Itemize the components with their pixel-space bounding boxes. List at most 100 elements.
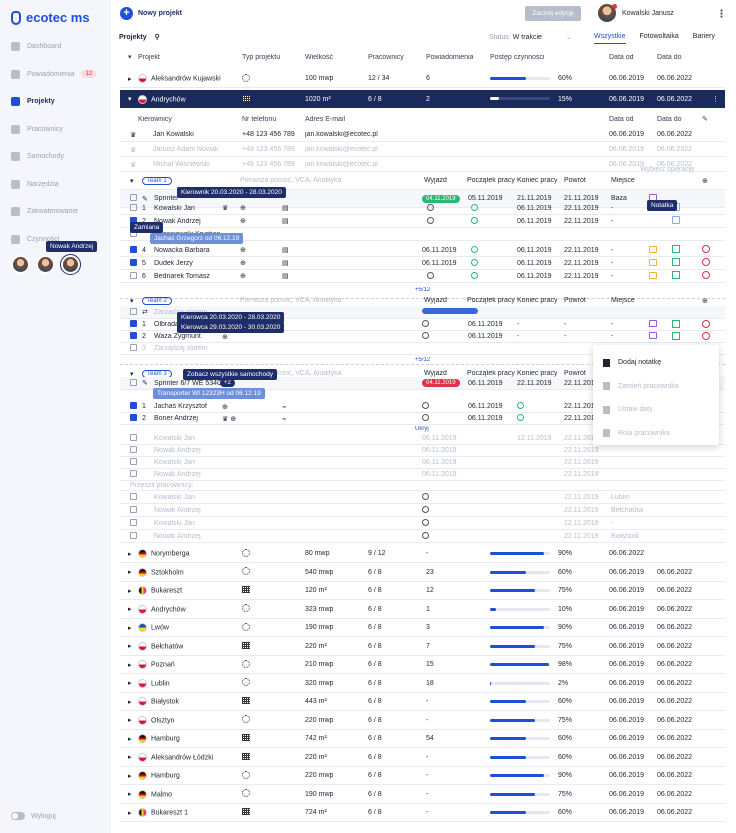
expand-chevron-icon[interactable]: ▸ — [128, 735, 132, 743]
worker-row[interactable]: Nowak Andrzej 22.11.2019 Bełchatów — [120, 504, 725, 517]
worker-name[interactable]: Waza Zygmunt — [154, 333, 201, 340]
worker-name[interactable]: Kowalski Jan — [154, 459, 195, 466]
checkbox[interactable] — [130, 402, 137, 411]
project-row[interactable]: ▸ Aleksandrów Łódzki 220 m² 6 / 8 - 60% 06.06.… — [120, 749, 725, 767]
vehicle-name[interactable]: Sprinter 6/7 WE 534CV — [154, 379, 227, 387]
expand-chevron-icon[interactable]: ▸ — [128, 809, 132, 817]
checkbox[interactable] — [130, 332, 137, 341]
checkbox[interactable] — [130, 271, 137, 281]
add-note-item[interactable]: Dodaj notatkę — [603, 351, 709, 375]
expand-chevron-icon[interactable]: ▸ — [128, 587, 132, 595]
checkbox[interactable] — [130, 505, 137, 515]
project-row[interactable]: ▾ Andrychów 1020 m² 6 / 8 2 15% 06.06.2019 06.0… — [120, 90, 725, 108]
expand-chevron-icon[interactable]: ▸ — [128, 680, 132, 687]
checkbox[interactable] — [130, 194, 137, 203]
checkbox[interactable] — [130, 531, 137, 541]
edit-icon[interactable]: ✎ — [142, 195, 148, 203]
expand-chevron-icon[interactable]: ▸ — [128, 606, 132, 613]
tab-all[interactable]: Wszystkie — [594, 33, 626, 44]
team-badge[interactable]: Team 2 — [142, 296, 172, 305]
expand-chevron-icon[interactable]: ▸ — [128, 791, 132, 798]
worker-name[interactable]: Nowak Andrzej — [154, 447, 201, 454]
worker-row[interactable]: Kowalski Jan 06.11.2019 22.11.2019 — [120, 457, 725, 469]
checkbox[interactable] — [130, 307, 137, 317]
worker-name[interactable]: Kowalski Jan — [154, 435, 195, 442]
team-toggle[interactable]: ▾ — [130, 297, 134, 305]
expand-chevron-icon[interactable]: ▾ — [128, 96, 132, 103]
sidebar-item-accommodation[interactable]: Zakwaterowanie — [11, 198, 111, 226]
worker-name[interactable]: Nowak Andrzej — [154, 532, 201, 540]
sidebar-item-projects[interactable]: Projekty — [11, 88, 111, 116]
worker-name[interactable]: Boner Andrzej — [154, 415, 198, 422]
project-row[interactable]: ▸ Lwów 190 mwp 6 / 8 3 90% 06.06.2019 06.06.202… — [120, 619, 725, 637]
worker-name[interactable]: Nowak Andrzej — [154, 471, 201, 478]
worker-name[interactable]: Bednarek Tomasz — [154, 272, 210, 280]
sidebar-item-activities[interactable]: Czynności — [11, 226, 111, 254]
skills-input[interactable]: Pierwsza pomoc, VCA, Analityka — [240, 177, 342, 184]
project-name[interactable]: Hamburg — [138, 771, 180, 780]
more-cars-badge[interactable]: +2 — [220, 379, 235, 387]
expand-chevron-icon[interactable]: ▸ — [128, 754, 132, 761]
expand-chevron-icon[interactable]: ▸ — [128, 624, 132, 632]
app-logo[interactable]: ecotec ms — [11, 10, 90, 25]
new-project-button[interactable]: + Nowy projekt — [120, 7, 182, 20]
worker-row[interactable]: 6 Bednarek Tomasz ⊕ ▤ 06.11.2019 22.11.2019 - — [120, 270, 725, 283]
expand-chevron-icon[interactable]: ▸ — [128, 569, 132, 576]
project-name[interactable]: Olsztyn — [138, 715, 174, 725]
project-name[interactable]: Hamburg — [138, 734, 180, 743]
worker-row[interactable]: Kowalski Jan 22.11.2019 Lublin — [120, 491, 725, 504]
expand-chevron-icon[interactable]: ▸ — [128, 643, 132, 650]
start-edit-button[interactable]: Zacznij edycję — [525, 6, 581, 21]
operation-row[interactable]: Wybierz operację — [120, 160, 725, 178]
sidebar-item-cars[interactable]: Samochody — [11, 143, 111, 171]
checkbox[interactable] — [130, 245, 137, 255]
worker-name[interactable]: Kowalski Jan — [154, 493, 195, 501]
project-row[interactable]: ▸ Bukareszt 1 724 m² 6 / 8 - 60% 06.06.2019 06.… — [120, 804, 725, 822]
project-row[interactable]: ▸ Aleksandrów Kujawski 100 mwp 12 / 34 6 60% 0… — [120, 70, 725, 88]
user-menu[interactable]: Kowalski Janusz — [598, 4, 674, 22]
slot-row[interactable]: 3 Zarządzaj slotem — [120, 343, 725, 355]
worker-name[interactable]: Nowak Andrzej — [154, 506, 201, 514]
vehicle-name[interactable]: Sprinter — [154, 195, 179, 202]
checkbox[interactable] — [130, 320, 137, 329]
checkbox[interactable] — [130, 414, 137, 423]
checkbox[interactable] — [130, 518, 137, 528]
expand-chevron-icon[interactable]: ▸ — [128, 661, 132, 669]
team-header[interactable]: ▾ Team 1 Pierwsza pomoc, VCA, Analityka Wyj… — [120, 172, 725, 190]
worker-name[interactable]: Nowak Andrzej — [154, 217, 201, 225]
worker-name[interactable]: Kowalski Jan — [154, 204, 195, 212]
expand-chevron-icon[interactable]: ▸ — [128, 75, 132, 83]
project-name[interactable]: Lwów — [138, 623, 169, 632]
sidebar-item-notifications[interactable]: Powiadomienia 12 — [11, 61, 111, 89]
project-row[interactable]: ▸ Bukareszt 120 m² 6 / 8 12 75% 06.06.2019 06.0… — [120, 582, 725, 600]
worker-row[interactable]: 2 Nowak Andrzej ⊕ ▤ 06.11.2019 22.11.2019 - — [120, 215, 725, 228]
checkbox[interactable] — [130, 203, 137, 213]
managers-header[interactable]: Kierownicy Nr telefonu Adres E-mail Data od… — [120, 110, 725, 128]
table-header[interactable]: Projekt Typ projektu Wielkość Pracownicy Pow… — [120, 48, 725, 66]
project-row[interactable]: ▸ Bełchatów 220 m² 6 / 8 7 75% 06.06.2019 06.06… — [120, 638, 725, 656]
vehicle-row[interactable]: ✎ Sprinter 6/7 WE 534CV +2 04.11.2019 06.11.… — [120, 377, 725, 390]
worker-row[interactable]: 1 Jachaś Krzysztof ⊕ ⌁ 06.11.2019 22.11.2019 — [120, 401, 725, 413]
search-icon[interactable]: ⚲ — [154, 34, 160, 41]
expand-chevron-icon[interactable]: ▸ — [128, 698, 132, 706]
worker-name[interactable]: Jachaś Krzysztof — [154, 403, 207, 410]
worker-row[interactable]: 2 Waza Zygmunt ⊕ 06.11.2019 - - - — [120, 331, 725, 343]
more-workers-link[interactable]: +5/12 — [415, 356, 431, 363]
more-row[interactable]: +5/12 — [120, 281, 725, 299]
checkbox[interactable] — [130, 258, 137, 268]
project-row[interactable]: ▸ Olsztyn 220 mwp 6 / 8 - 75% 06.06.2019 06.06.… — [120, 712, 725, 730]
checkbox[interactable] — [130, 446, 137, 455]
edit-icon[interactable]: ✎ — [142, 380, 148, 387]
project-row[interactable]: ▸ Lublin 320 mwp 6 / 8 18 2% 06.06.2019 06.06.2… — [120, 675, 725, 693]
worker-row[interactable]: 1 Kowalski Jan ♛ ⊕ ▤ 06.11.2019 22.11.2019 - — [120, 202, 725, 215]
sidebar-item-dashboard[interactable]: Dashboard — [11, 33, 111, 61]
project-row[interactable]: ▸ Hamburg 220 mwp 6 / 8 - 90% 06.06.2019 06.06.… — [120, 767, 725, 785]
project-name[interactable]: Bukareszt — [138, 586, 182, 595]
status-select[interactable]: Status: W trakcie ⌄ — [489, 33, 572, 41]
worker-row[interactable]: Nowak Andrzej 22.11.2019 Białystok — [120, 530, 725, 543]
worker-row[interactable]: 5 Dudek Jerzy ⊕ ▤ 06.11.2019 06.11.2019 22.11.… — [120, 257, 725, 270]
skills-input[interactable]: Pierwsza pomoc, VCA, Analityka — [240, 297, 342, 304]
avatar[interactable] — [36, 255, 55, 274]
hide-row[interactable]: Ukryj — [120, 425, 725, 433]
project-row[interactable]: ▸ Sztokholm 540 mwp 6 / 8 23 60% 06.06.2019 06.… — [120, 564, 725, 582]
